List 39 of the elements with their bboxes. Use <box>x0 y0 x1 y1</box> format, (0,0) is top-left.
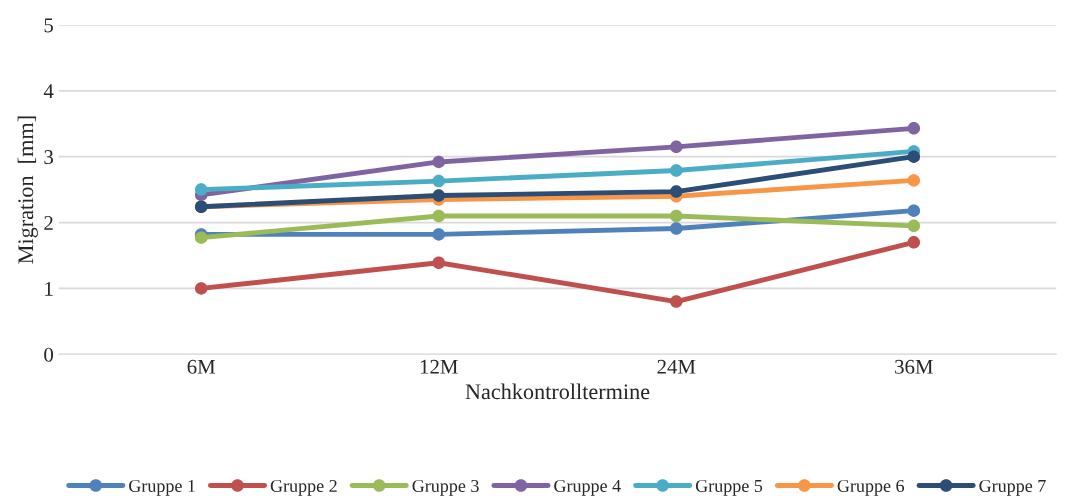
point <box>907 236 921 249</box>
legend-label: Gruppe 3 <box>412 479 479 496</box>
point <box>194 282 208 295</box>
y-tick-label: 5 <box>44 18 54 33</box>
point <box>670 185 683 198</box>
legend-label: Gruppe 5 <box>695 479 763 496</box>
legend-label: Gruppe 6 <box>837 479 905 496</box>
point <box>907 150 921 163</box>
point <box>432 228 445 241</box>
point <box>432 209 445 223</box>
point <box>432 174 445 188</box>
legend-label: Gruppe 2 <box>270 479 337 496</box>
point <box>670 164 683 177</box>
y-tick-label: 1 <box>45 281 53 296</box>
point <box>432 189 445 202</box>
point <box>670 140 683 154</box>
legend-label: Gruppe 7 <box>979 479 1046 496</box>
point <box>907 174 921 187</box>
point <box>194 183 208 196</box>
point <box>907 219 921 233</box>
point <box>670 295 683 308</box>
x-tick-label: 36M <box>895 359 933 374</box>
point <box>907 122 921 135</box>
y-axis-title: Migration [mm] <box>17 116 38 264</box>
point <box>670 209 683 223</box>
y-tick-label: 2 <box>44 215 53 230</box>
x-axis-title: Nachkontrolltermine <box>465 383 650 400</box>
x-tick-label: 6M <box>187 359 216 374</box>
point <box>670 222 683 235</box>
point <box>907 204 921 217</box>
point <box>432 155 445 169</box>
legend-label: Gruppe 4 <box>554 479 621 496</box>
legend-label: Gruppe 1 <box>129 479 195 496</box>
y-tick-label: 4 <box>43 84 54 99</box>
y-tick-label: 0 <box>44 347 54 362</box>
x-tick-label: 12M <box>420 359 458 374</box>
y-tick-label: 3 <box>44 150 54 165</box>
point <box>432 256 445 269</box>
x-tick-label: 24M <box>657 359 696 374</box>
